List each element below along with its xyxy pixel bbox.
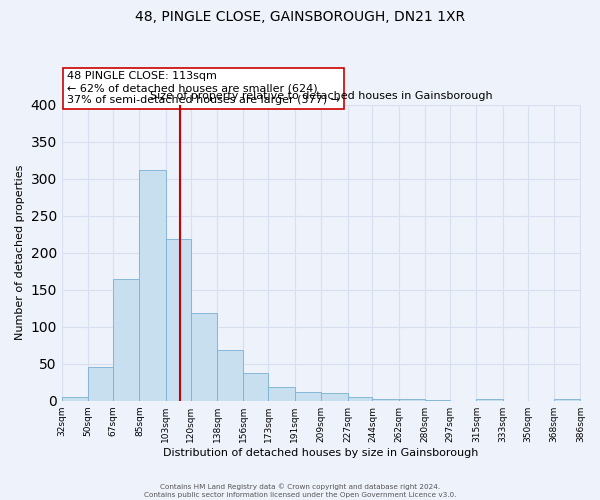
Text: 48 PINGLE CLOSE: 113sqm
← 62% of detached houses are smaller (624)
37% of semi-d: 48 PINGLE CLOSE: 113sqm ← 62% of detache…	[67, 72, 340, 104]
Bar	[113, 278, 139, 400]
Bar	[88, 366, 113, 400]
Bar	[268, 386, 295, 400]
Bar	[295, 392, 321, 400]
Bar	[244, 372, 268, 400]
Bar	[166, 240, 191, 400]
Bar	[62, 397, 88, 400]
Bar	[347, 397, 373, 400]
Bar	[321, 392, 347, 400]
X-axis label: Distribution of detached houses by size in Gainsborough: Distribution of detached houses by size …	[163, 448, 479, 458]
Bar	[191, 314, 217, 400]
Bar	[476, 399, 503, 400]
Bar	[399, 399, 425, 400]
Bar	[217, 350, 244, 401]
Text: Contains HM Land Registry data © Crown copyright and database right 2024.: Contains HM Land Registry data © Crown c…	[160, 484, 440, 490]
Y-axis label: Number of detached properties: Number of detached properties	[15, 165, 25, 340]
Bar	[139, 170, 166, 400]
Bar	[554, 399, 580, 400]
Text: 48, PINGLE CLOSE, GAINSBOROUGH, DN21 1XR: 48, PINGLE CLOSE, GAINSBOROUGH, DN21 1XR	[135, 10, 465, 24]
Bar	[373, 399, 399, 400]
Text: Contains public sector information licensed under the Open Government Licence v3: Contains public sector information licen…	[144, 492, 456, 498]
Title: Size of property relative to detached houses in Gainsborough: Size of property relative to detached ho…	[150, 91, 493, 101]
